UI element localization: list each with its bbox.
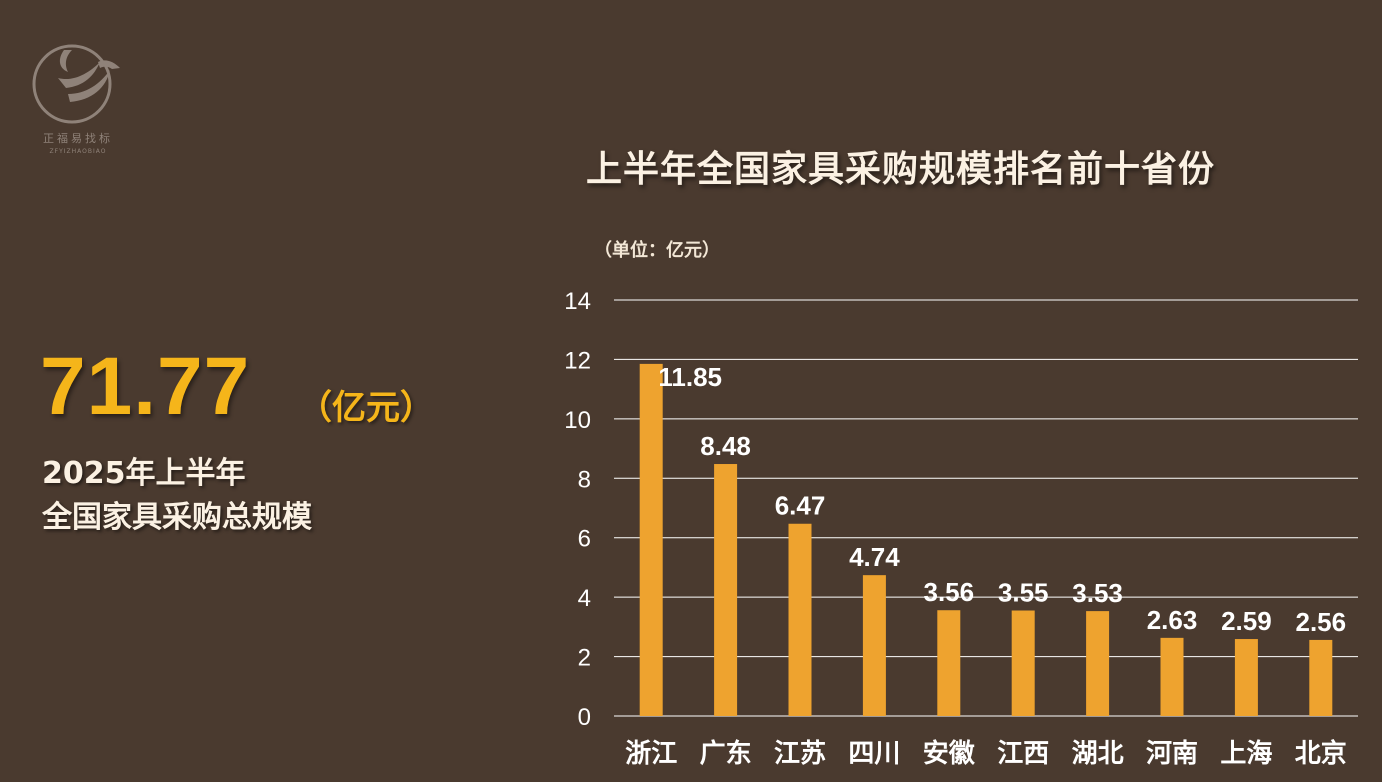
x-category-label: 四川 xyxy=(848,739,900,769)
eagle-emblem-icon xyxy=(32,44,120,124)
headline-caption: 2025年上半年 全国家具采购总规模 xyxy=(42,452,312,540)
logo-text: 正福易找标 xyxy=(43,132,113,145)
y-tick-label: 8 xyxy=(578,466,591,493)
x-category-label: 浙江 xyxy=(625,739,677,769)
y-tick-label: 6 xyxy=(578,526,591,553)
brand-logo: 正福易找标 ZFYIZHAOBIAO xyxy=(28,42,128,162)
bar xyxy=(1234,639,1258,716)
data-label: 6.47 xyxy=(775,491,826,521)
total-value: 71.77 xyxy=(40,341,251,432)
bar xyxy=(937,610,961,716)
y-tick-label: 10 xyxy=(564,407,591,434)
caption-line-1: 2025年上半年 xyxy=(42,456,246,491)
x-category-label: 广东 xyxy=(700,738,752,769)
x-category-label: 江西 xyxy=(997,739,1049,769)
x-category-label: 上海 xyxy=(1220,739,1272,769)
bar xyxy=(788,523,812,716)
bar xyxy=(1309,639,1333,716)
data-label: 3.56 xyxy=(923,577,974,607)
bar xyxy=(1086,611,1110,716)
x-category-label: 湖北 xyxy=(1072,739,1124,769)
data-label: 3.53 xyxy=(1072,578,1123,608)
data-label: 8.48 xyxy=(700,431,751,461)
bar xyxy=(862,575,886,716)
y-tick-label: 0 xyxy=(578,704,591,731)
data-label: 3.55 xyxy=(998,578,1049,608)
x-category-label: 安徽 xyxy=(923,739,976,769)
x-category-label: 北京 xyxy=(1295,738,1347,769)
bar xyxy=(639,363,663,716)
y-tick-label: 2 xyxy=(578,645,591,672)
y-tick-label: 4 xyxy=(578,585,591,612)
bar xyxy=(714,464,738,716)
chart-title: 上半年全国家具采购规模排名前十省份 xyxy=(586,149,1216,190)
logo-subtext: ZFYIZHAOBIAO xyxy=(49,148,107,155)
data-label: 2.56 xyxy=(1295,607,1346,637)
chart-unit-label: （单位：亿元） xyxy=(594,240,720,261)
data-label: 2.59 xyxy=(1221,606,1272,636)
x-category-label: 江苏 xyxy=(774,739,826,769)
bar xyxy=(1011,610,1035,716)
y-tick-label: 14 xyxy=(564,288,591,315)
data-label: 11.85 xyxy=(658,362,722,392)
x-category-label: 河南 xyxy=(1146,739,1198,769)
bar xyxy=(1160,637,1184,716)
caption-line-2: 全国家具采购总规模 xyxy=(42,500,312,535)
total-unit: （亿元） xyxy=(298,388,434,428)
data-label: 2.63 xyxy=(1147,605,1198,635)
data-label: 4.74 xyxy=(849,542,900,572)
y-tick-label: 12 xyxy=(564,347,591,374)
